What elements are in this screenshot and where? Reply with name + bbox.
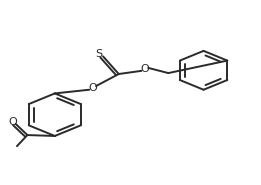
Text: O: O [88, 83, 97, 93]
Text: O: O [8, 117, 17, 127]
Text: S: S [95, 49, 103, 59]
Text: O: O [140, 64, 149, 74]
